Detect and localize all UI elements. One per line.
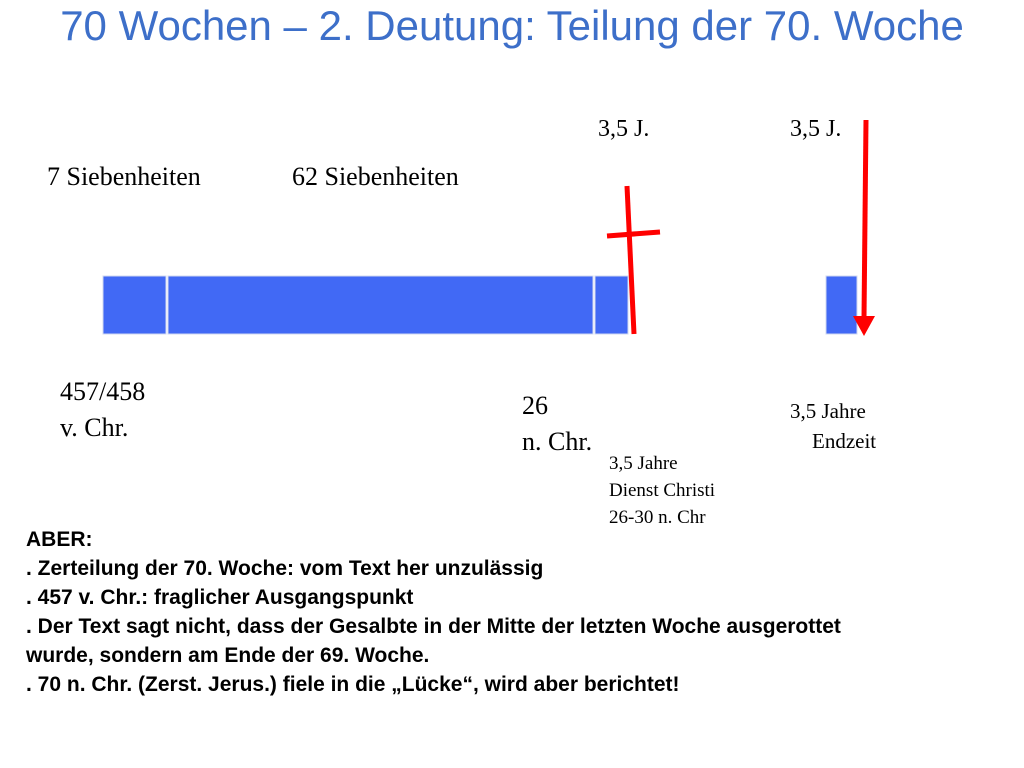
block-half1	[594, 275, 629, 335]
block-7	[102, 275, 167, 335]
text: 3,5 Jahre	[609, 453, 678, 474]
cross-horizontal	[606, 229, 661, 239]
label: 62 Siebenheiten	[292, 162, 459, 191]
note: . Zerteilung der 70. Woche: vom Text her…	[26, 557, 544, 580]
text: Dienst Christi	[609, 480, 716, 501]
text: 457/458	[60, 377, 146, 406]
note: . Der Text sagt nicht, dass der Gesalbte…	[26, 615, 841, 667]
label: 3,5 Jahre Dienst Christi 26-30 n. Chr	[609, 450, 715, 531]
notes-heading: ABER:	[26, 528, 93, 551]
text: 3,5 Jahre	[790, 399, 866, 423]
text: 26	[522, 391, 548, 420]
label: 3,5 J.	[790, 116, 842, 142]
label: 7 Siebenheiten	[47, 162, 201, 191]
label: 26 n. Chr.	[522, 388, 592, 460]
block-half2	[825, 275, 858, 335]
label: 457/458 v. Chr.	[60, 374, 145, 446]
note: . 70 n. Chr. (Zerst. Jerus.) fiele in di…	[26, 673, 680, 696]
text: v. Chr.	[60, 413, 129, 442]
text: Endzeit	[812, 429, 877, 453]
arrow-head	[853, 316, 875, 336]
arrow-shaft	[861, 119, 869, 319]
text: n. Chr.	[522, 427, 593, 456]
notes: ABER: . Zerteilung der 70. Woche: vom Te…	[26, 525, 986, 699]
text: 26-30 n. Chr	[609, 507, 706, 528]
cross-vertical	[624, 185, 637, 335]
label: 3,5 Jahre Endzeit	[790, 396, 876, 456]
note: . 457 v. Chr.: fraglicher Ausgangspunkt	[26, 586, 414, 609]
block-62	[167, 275, 594, 335]
label: 3,5 J.	[598, 116, 650, 142]
title: 70 Wochen – 2. Deutung: Teilung der 70. …	[60, 2, 964, 49]
